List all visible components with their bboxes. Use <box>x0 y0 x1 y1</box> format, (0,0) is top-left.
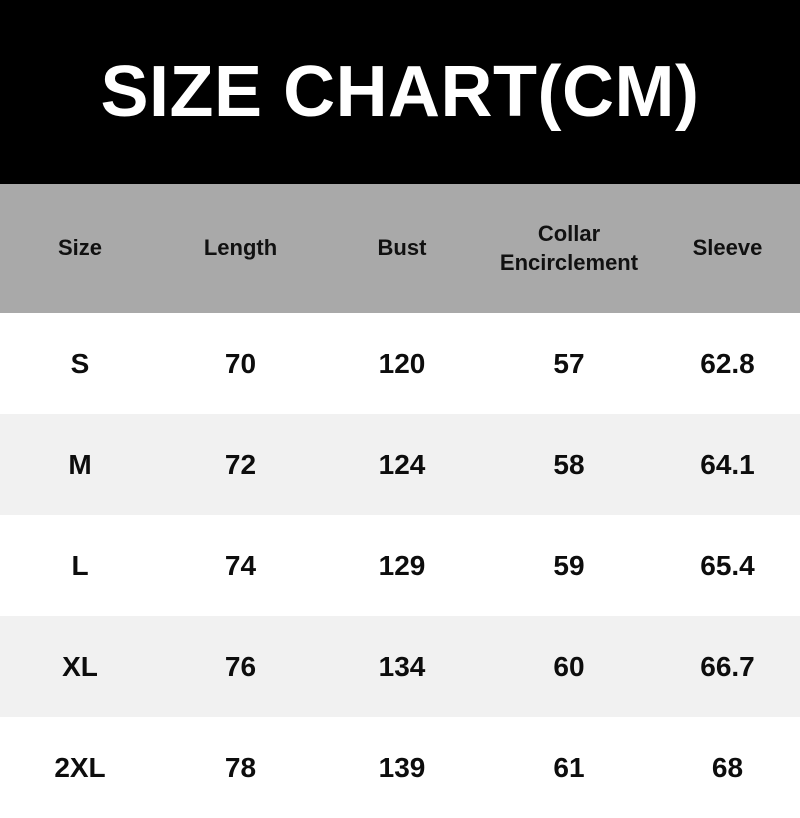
cell-length: 74 <box>224 549 257 581</box>
cell-sleeve: 62.8 <box>700 347 755 379</box>
cell-length: 76 <box>224 650 257 682</box>
table-row-m: M 72 124 58 64.1 <box>0 414 800 515</box>
column-header-bust: Bust <box>377 235 427 261</box>
cell-bust: 120 <box>378 347 426 379</box>
column-header-sleeve: Sleeve <box>692 235 763 261</box>
cell-sleeve: 64.1 <box>700 448 755 480</box>
table-row-2xl: 2XL 78 139 61 68 <box>0 717 800 818</box>
cell-length: 70 <box>224 347 257 379</box>
cell-sleeve: 66.7 <box>700 650 755 682</box>
size-chart-banner: SIZE CHART(CM) <box>0 0 800 184</box>
table-row-xl: XL 76 134 60 66.7 <box>0 616 800 717</box>
cell-size: M <box>68 448 92 480</box>
cell-size: S <box>70 347 90 379</box>
table-header-row: Size Length Bust Collar Encirclement Sle… <box>0 184 800 313</box>
cell-size: 2XL <box>54 751 106 783</box>
size-chart-table: Size Length Bust Collar Encirclement Sle… <box>0 184 800 818</box>
cell-bust: 134 <box>378 650 426 682</box>
table-row-s: S 70 120 57 62.8 <box>0 313 800 414</box>
cell-collar-encirclement: 58 <box>553 448 585 480</box>
cell-size: XL <box>62 650 98 682</box>
table-row-l: L 74 129 59 65.4 <box>0 515 800 616</box>
cell-size: L <box>71 549 89 581</box>
cell-collar-encirclement: 60 <box>553 650 585 682</box>
cell-bust: 124 <box>378 448 426 480</box>
column-header-collar-encirclement: Collar Encirclement <box>499 220 639 275</box>
column-header-length: Length <box>203 235 278 261</box>
cell-sleeve: 68 <box>711 751 744 783</box>
column-header-size: Size <box>57 235 103 261</box>
cell-bust: 139 <box>378 751 426 783</box>
cell-bust: 129 <box>378 549 426 581</box>
cell-collar-encirclement: 59 <box>553 549 585 581</box>
cell-collar-encirclement: 61 <box>553 751 585 783</box>
chart-title: SIZE CHART(CM) <box>100 52 700 132</box>
cell-sleeve: 65.4 <box>700 549 755 581</box>
cell-collar-encirclement: 57 <box>553 347 585 379</box>
cell-length: 72 <box>224 448 257 480</box>
cell-length: 78 <box>224 751 257 783</box>
